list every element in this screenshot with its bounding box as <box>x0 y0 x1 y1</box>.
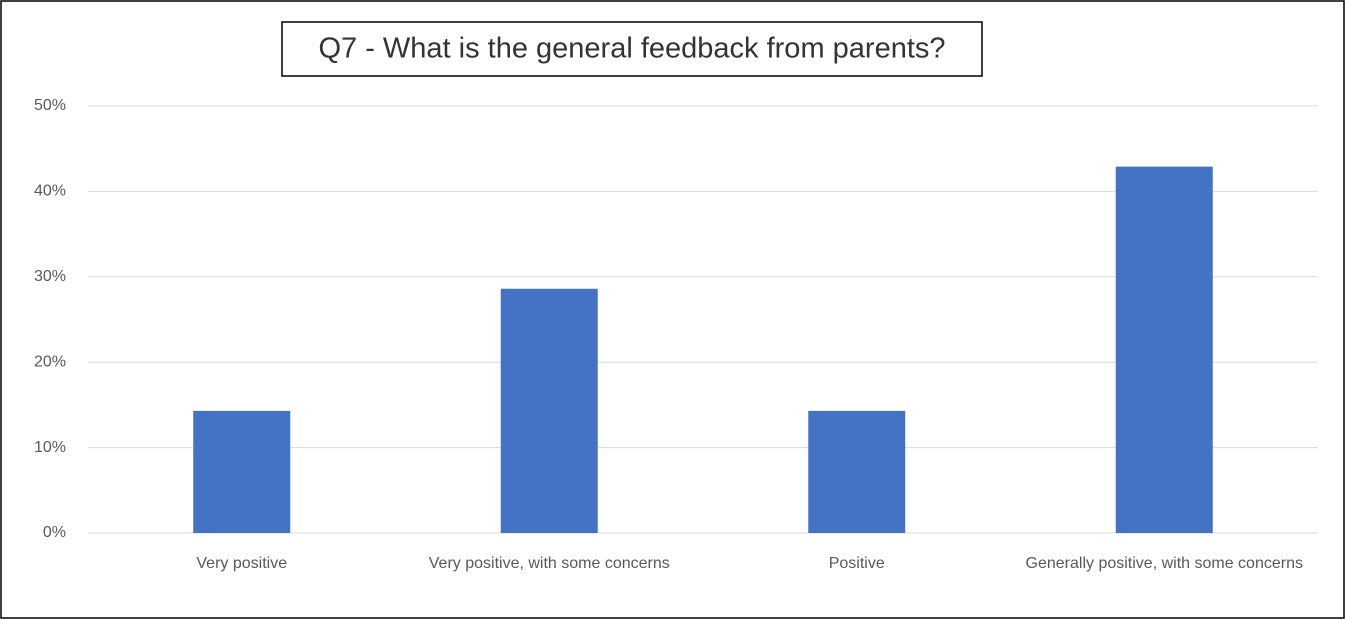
y-tick-label: 50% <box>34 97 66 114</box>
chart-title: Q7 - What is the general feedback from p… <box>318 33 945 65</box>
x-tick-label: Generally positive, with some concerns <box>1025 555 1303 572</box>
x-tick-label: Very positive <box>196 555 288 572</box>
x-tick-label: Positive <box>828 555 885 572</box>
y-tick-label: 40% <box>34 183 66 200</box>
y-tick-label: 0% <box>43 524 66 541</box>
bar <box>1115 166 1213 533</box>
x-tick-label: Very positive, with some concerns <box>428 555 670 572</box>
bar <box>193 410 291 533</box>
bar <box>500 288 598 533</box>
bar <box>808 410 906 533</box>
title-box <box>281 21 983 77</box>
y-tick-label: 20% <box>34 353 66 370</box>
y-tick-label: 30% <box>34 268 66 285</box>
y-tick-label: 10% <box>34 439 66 456</box>
